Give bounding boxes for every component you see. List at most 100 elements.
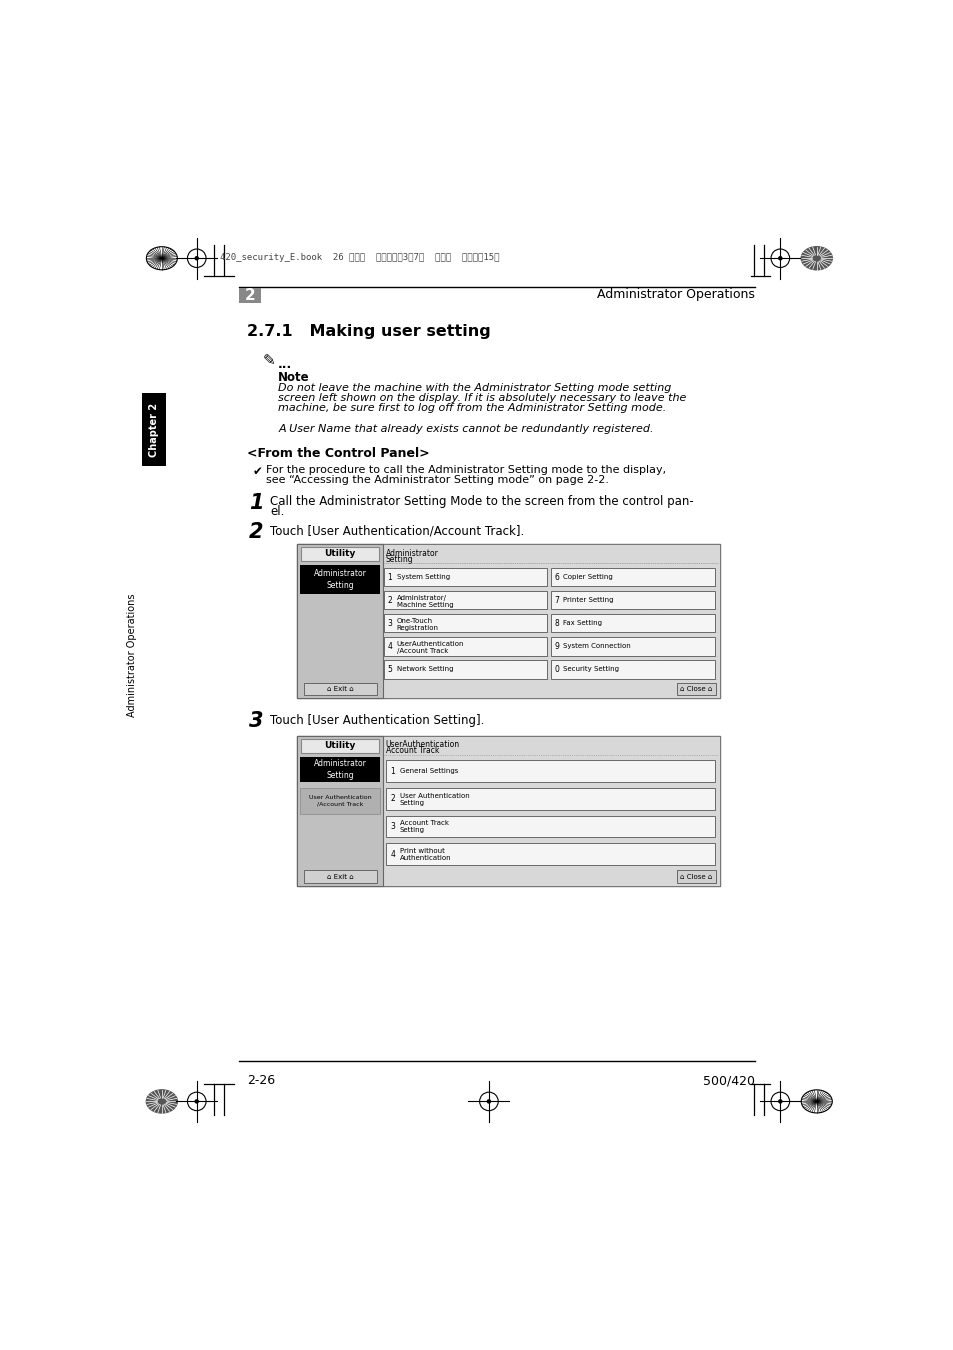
Text: General Settings: General Settings bbox=[399, 768, 457, 774]
FancyBboxPatch shape bbox=[297, 736, 720, 886]
Text: 4: 4 bbox=[387, 641, 392, 651]
Text: 2-26: 2-26 bbox=[247, 1075, 275, 1088]
Text: Setting: Setting bbox=[399, 828, 424, 833]
FancyBboxPatch shape bbox=[142, 393, 166, 466]
Text: 6: 6 bbox=[554, 572, 558, 582]
Circle shape bbox=[195, 256, 198, 259]
Text: UserAuthentication: UserAuthentication bbox=[396, 641, 464, 647]
FancyBboxPatch shape bbox=[550, 614, 715, 632]
Text: One-Touch: One-Touch bbox=[396, 618, 433, 624]
Text: User Authentication
/Account Track: User Authentication /Account Track bbox=[309, 795, 371, 807]
Text: Utility: Utility bbox=[324, 549, 355, 559]
FancyBboxPatch shape bbox=[384, 591, 546, 609]
Text: Security Setting: Security Setting bbox=[562, 667, 618, 672]
Text: Administrator
Setting: Administrator Setting bbox=[314, 568, 366, 590]
Text: 2: 2 bbox=[245, 288, 255, 302]
Ellipse shape bbox=[801, 1089, 831, 1112]
FancyBboxPatch shape bbox=[299, 564, 380, 594]
Text: 2: 2 bbox=[249, 522, 263, 543]
Text: Administrator Operations: Administrator Operations bbox=[128, 593, 137, 717]
FancyBboxPatch shape bbox=[297, 544, 720, 698]
Text: For the procedure to call the Administrator Setting mode to the display,: For the procedure to call the Administra… bbox=[266, 464, 666, 475]
Circle shape bbox=[778, 256, 781, 259]
Text: User Authentication: User Authentication bbox=[399, 792, 469, 799]
Text: Do not leave the machine with the Administrator Setting mode setting: Do not leave the machine with the Admini… bbox=[278, 383, 671, 393]
Text: UserAuthentication: UserAuthentication bbox=[385, 740, 459, 749]
Text: 3: 3 bbox=[249, 711, 263, 730]
Text: Administrator
Setting: Administrator Setting bbox=[314, 759, 366, 780]
Text: ⌂ Close ⌂: ⌂ Close ⌂ bbox=[679, 873, 712, 880]
Text: 5: 5 bbox=[387, 666, 392, 674]
FancyBboxPatch shape bbox=[385, 815, 715, 837]
Text: 2.7.1   Making user setting: 2.7.1 Making user setting bbox=[247, 324, 491, 339]
Text: Administrator/: Administrator/ bbox=[396, 595, 446, 601]
FancyBboxPatch shape bbox=[303, 683, 376, 695]
Text: 1: 1 bbox=[390, 767, 395, 775]
Text: machine, be sure first to log off from the Administrator Setting mode.: machine, be sure first to log off from t… bbox=[278, 404, 666, 413]
Text: 7: 7 bbox=[554, 595, 558, 605]
Text: Note: Note bbox=[278, 371, 310, 385]
Text: Administrator Operations: Administrator Operations bbox=[597, 288, 754, 301]
Text: 8: 8 bbox=[554, 618, 558, 628]
Text: Touch [User Authentication/Account Track].: Touch [User Authentication/Account Track… bbox=[270, 525, 524, 537]
Text: Chapter 2: Chapter 2 bbox=[149, 402, 159, 456]
Text: ⌂ Close ⌂: ⌂ Close ⌂ bbox=[679, 686, 712, 691]
Text: ⌂ Exit ⌂: ⌂ Exit ⌂ bbox=[327, 873, 354, 880]
Text: screen left shown on the display. If it is absolutely necessary to leave the: screen left shown on the display. If it … bbox=[278, 393, 686, 404]
Text: A User Name that already exists cannot be redundantly registered.: A User Name that already exists cannot b… bbox=[278, 424, 653, 433]
FancyBboxPatch shape bbox=[550, 568, 715, 586]
Text: 2: 2 bbox=[390, 794, 395, 803]
Text: 9: 9 bbox=[554, 641, 558, 651]
Text: Registration: Registration bbox=[396, 625, 438, 630]
FancyBboxPatch shape bbox=[297, 544, 382, 698]
Text: Network Setting: Network Setting bbox=[396, 667, 453, 672]
Text: ...: ... bbox=[278, 358, 292, 371]
Circle shape bbox=[195, 1100, 198, 1103]
Text: 420_security_E.book  26 ページ  ２００７年3月7日  水曜日  午後３時15分: 420_security_E.book 26 ページ ２００７年3月7日 水曜日… bbox=[220, 252, 499, 262]
FancyBboxPatch shape bbox=[384, 614, 546, 632]
FancyBboxPatch shape bbox=[550, 660, 715, 679]
Text: 1: 1 bbox=[387, 572, 392, 582]
Circle shape bbox=[778, 1100, 781, 1103]
Text: Machine Setting: Machine Setting bbox=[396, 602, 453, 608]
Text: 3: 3 bbox=[390, 822, 395, 832]
Text: Fax Setting: Fax Setting bbox=[562, 620, 601, 626]
Text: System Setting: System Setting bbox=[396, 574, 450, 580]
Text: Touch [User Authentication Setting].: Touch [User Authentication Setting]. bbox=[270, 714, 484, 728]
Text: see “Accessing the Administrator Setting mode” on page 2-2.: see “Accessing the Administrator Setting… bbox=[266, 475, 609, 485]
Circle shape bbox=[487, 1100, 490, 1103]
FancyBboxPatch shape bbox=[385, 788, 715, 810]
Text: /Account Track: /Account Track bbox=[396, 648, 448, 653]
Text: Printer Setting: Printer Setting bbox=[562, 597, 613, 603]
FancyBboxPatch shape bbox=[550, 591, 715, 609]
Text: System Connection: System Connection bbox=[562, 644, 630, 649]
FancyBboxPatch shape bbox=[384, 660, 546, 679]
Text: Call the Administrator Setting Mode to the screen from the control pan-: Call the Administrator Setting Mode to t… bbox=[270, 494, 694, 508]
Ellipse shape bbox=[801, 247, 831, 270]
Text: ⌂ Exit ⌂: ⌂ Exit ⌂ bbox=[327, 686, 354, 691]
FancyBboxPatch shape bbox=[384, 568, 546, 586]
Text: el.: el. bbox=[270, 505, 284, 517]
FancyBboxPatch shape bbox=[301, 547, 378, 560]
FancyBboxPatch shape bbox=[301, 738, 378, 752]
Text: Utility: Utility bbox=[324, 741, 355, 751]
Text: Print without: Print without bbox=[399, 848, 444, 855]
Text: <From the Control Panel>: <From the Control Panel> bbox=[247, 447, 429, 460]
Text: Account Track: Account Track bbox=[399, 821, 448, 826]
Ellipse shape bbox=[146, 247, 177, 270]
FancyBboxPatch shape bbox=[385, 760, 715, 782]
Text: Administrator: Administrator bbox=[385, 548, 438, 558]
Text: 2: 2 bbox=[387, 595, 392, 605]
Text: 500/420: 500/420 bbox=[702, 1075, 754, 1088]
FancyBboxPatch shape bbox=[303, 871, 376, 883]
Text: 0: 0 bbox=[554, 666, 558, 674]
FancyBboxPatch shape bbox=[385, 844, 715, 865]
FancyBboxPatch shape bbox=[382, 544, 720, 698]
Text: Authentication: Authentication bbox=[399, 855, 451, 861]
Text: Setting: Setting bbox=[385, 555, 413, 564]
FancyBboxPatch shape bbox=[677, 871, 716, 883]
FancyBboxPatch shape bbox=[382, 736, 720, 886]
Text: ✔: ✔ bbox=[253, 464, 262, 478]
Text: Setting: Setting bbox=[399, 799, 424, 806]
Text: Account Track: Account Track bbox=[385, 747, 438, 756]
